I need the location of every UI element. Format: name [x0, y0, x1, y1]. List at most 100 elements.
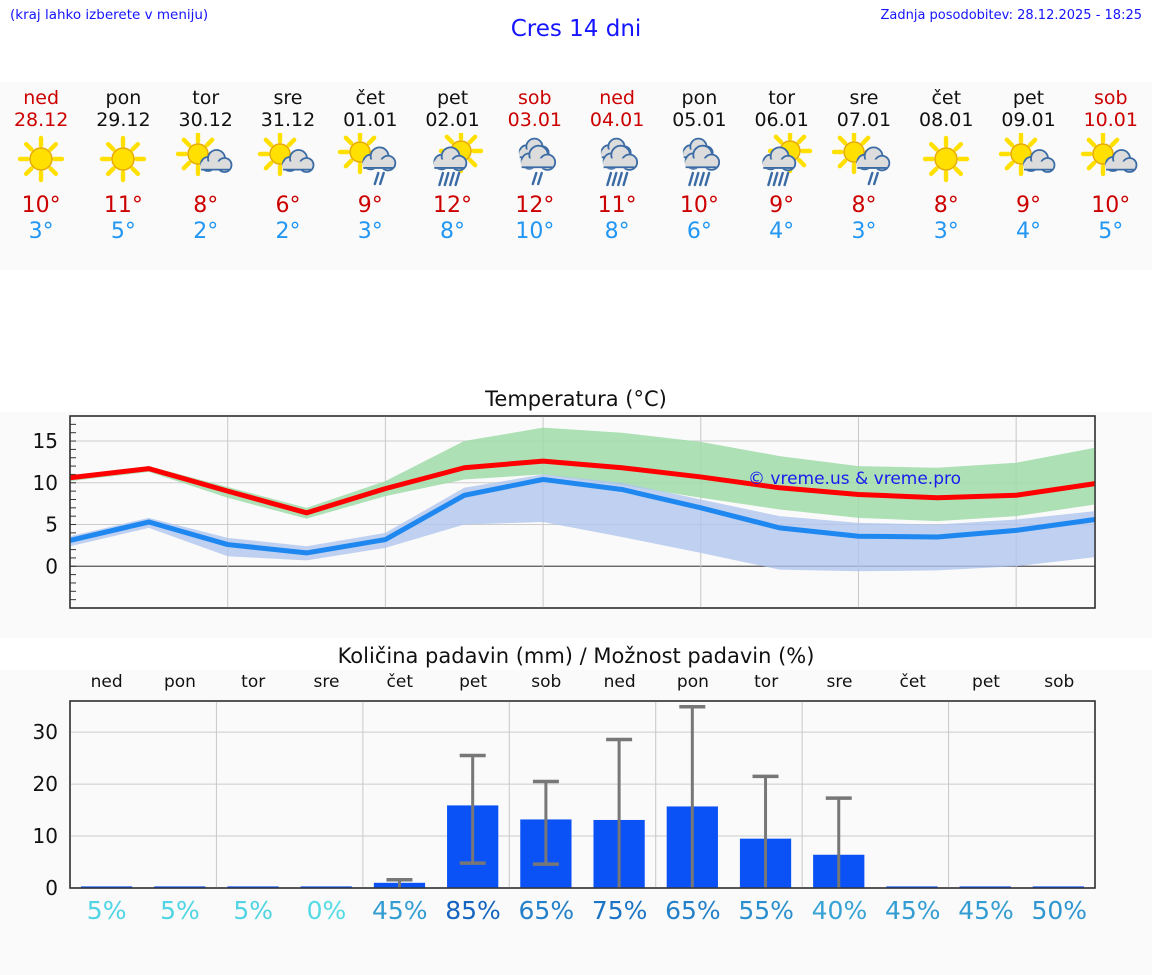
svg-text:30: 30 — [33, 720, 58, 744]
day-column[interactable]: pon 29.12 11° 5° — [82, 82, 164, 270]
day-column[interactable]: čet 01.01 9° 3° — [329, 82, 411, 270]
precip-day-label: sob — [1044, 672, 1075, 692]
svg-text:15: 15 — [33, 429, 58, 453]
precipitation-day-labels: ned pon tor sre čet pet sob ned pon tor sre čet pet s… — [70, 672, 1096, 696]
partly-cloudy-icon — [1075, 133, 1147, 189]
day-date: 02.01 — [425, 109, 480, 131]
precip-day-label: sre — [313, 672, 340, 692]
day-name: tor — [768, 87, 796, 109]
svg-text:0: 0 — [45, 554, 58, 578]
precip-probability-label: 65% — [665, 896, 721, 925]
sun-cloud-rain-icon — [746, 133, 818, 189]
day-max-temp: 9° — [769, 193, 795, 218]
day-column[interactable]: ned 04.01 11° 8° — [576, 82, 658, 270]
day-name: sre — [273, 87, 303, 109]
day-min-temp: 8° — [440, 219, 466, 244]
location-menu-hint[interactable]: (kraj lahko izberete v meniju) — [10, 7, 209, 23]
precip-day-label: pet — [972, 672, 1000, 692]
precip-day-label: tor — [754, 672, 779, 692]
page-header: (kraj lahko izberete v meniju) Cres 14 d… — [0, 0, 1152, 60]
precipitation-probability-row: 5% 5% 5% 0% 45% 85% 65% 75% 65% 55% 40% 45% 45% 50% — [70, 896, 1096, 938]
day-min-temp: 8° — [604, 219, 630, 244]
day-column[interactable]: tor 30.12 8° 2° — [165, 82, 247, 270]
day-column[interactable]: čet 08.01 8° 3° — [905, 82, 987, 270]
day-max-temp: 10° — [1091, 193, 1131, 218]
day-date: 07.01 — [836, 109, 892, 131]
day-column[interactable]: pet 02.01 12° 8° — [411, 82, 493, 270]
day-name: sob — [518, 87, 552, 109]
svg-text:0: 0 — [45, 876, 58, 900]
day-date: 08.01 — [919, 109, 974, 131]
day-min-temp: 3° — [357, 219, 383, 244]
precip-probability-label: 45% — [958, 896, 1014, 925]
day-column[interactable]: pon 05.01 10° 6° — [658, 82, 740, 270]
day-date: 30.12 — [178, 109, 233, 131]
sun-cloud-light-rain-icon — [334, 133, 406, 189]
day-column[interactable]: ned 28.12 10° 3° — [0, 82, 82, 270]
temperature-chart-panel: Temperatura (°C) © vreme.us & vreme.pro … — [0, 380, 1152, 638]
day-date: 03.01 — [507, 109, 563, 131]
cloud-rain-icon — [663, 133, 735, 189]
day-date: 05.01 — [672, 109, 727, 131]
day-date: 10.01 — [1083, 109, 1138, 131]
day-min-temp: 6° — [686, 219, 712, 244]
temperature-chart-titlebar: Temperatura (°C) — [0, 380, 1152, 412]
day-max-temp: 10° — [679, 193, 719, 218]
day-max-temp: 12° — [515, 193, 555, 218]
day-max-temp: 11° — [103, 193, 143, 218]
day-max-temp: 12° — [433, 193, 473, 218]
precip-day-label: ned — [603, 672, 636, 692]
day-name: pet — [1012, 87, 1045, 109]
day-min-temp: 4° — [769, 219, 795, 244]
precip-probability-label: 85% — [445, 896, 501, 925]
precip-bar — [1032, 886, 1085, 888]
day-column[interactable]: sre 31.12 6° 2° — [247, 82, 329, 270]
day-min-temp: 3° — [851, 219, 877, 244]
day-min-temp: 5° — [110, 219, 136, 244]
partly-cloudy-icon — [252, 133, 324, 189]
precipitation-chart-panel: Količina padavin (mm) / Možnost padavin … — [0, 640, 1152, 975]
cloud-rain-icon — [581, 133, 653, 189]
daily-forecast-strip: ned 28.12 10° 3° pon 29.12 11° 5° tor 30.12 8° 2° sr… — [0, 82, 1152, 270]
partly-cloudy-icon — [993, 133, 1065, 189]
precip-day-label: sre — [826, 672, 853, 692]
precip-probability-label: 45% — [371, 896, 428, 925]
temperature-plot: 0 5 10 15 — [33, 415, 1096, 609]
precip-probability-label: 5% — [233, 896, 274, 925]
day-min-temp: 2° — [193, 219, 219, 244]
day-max-temp: 8° — [851, 193, 877, 218]
day-max-temp: 9° — [1016, 193, 1042, 218]
precip-day-label: tor — [241, 672, 266, 692]
precip-probability-label: 75% — [591, 896, 648, 925]
copyright-label: © vreme.us & vreme.pro — [748, 469, 962, 489]
precipitation-chart-title: Količina padavin (mm) / Možnost padavin … — [337, 644, 815, 668]
svg-text:10: 10 — [33, 824, 58, 848]
precip-probability-label: 0% — [306, 896, 347, 925]
sun-cloud-light-rain-icon — [828, 133, 900, 189]
precip-day-label: pet — [459, 672, 487, 692]
precipitation-chart-titlebar: Količina padavin (mm) / Možnost padavin … — [0, 640, 1152, 670]
day-column[interactable]: tor 06.01 9° 4° — [741, 82, 823, 270]
day-date: 29.12 — [96, 109, 151, 131]
day-date: 09.01 — [1001, 109, 1056, 131]
day-column[interactable]: sob 03.01 12° 10° — [494, 82, 576, 270]
day-date: 06.01 — [754, 109, 809, 131]
day-min-temp: 4° — [1016, 219, 1042, 244]
precip-day-label: čet — [899, 672, 926, 692]
day-name: sre — [849, 87, 879, 109]
precip-probability-label: 55% — [738, 896, 794, 925]
day-max-temp: 6° — [275, 193, 301, 218]
day-max-temp: 9° — [357, 193, 383, 218]
day-column[interactable]: sob 10.01 10° 5° — [1070, 82, 1152, 270]
day-column[interactable]: sre 07.01 8° 3° — [823, 82, 905, 270]
day-name: čet — [355, 87, 386, 109]
svg-text:20: 20 — [33, 772, 58, 796]
day-min-temp: 10° — [515, 219, 555, 244]
day-column[interactable]: pet 09.01 9° 4° — [987, 82, 1069, 270]
partly-cloudy-icon — [170, 133, 242, 189]
precip-bar — [886, 886, 938, 888]
last-updated-label: Zadnja posodobitev: 28.12.2025 - 18:25 — [880, 8, 1142, 23]
precip-day-label: čet — [386, 672, 413, 692]
precip-probability-label: 40% — [811, 896, 868, 925]
